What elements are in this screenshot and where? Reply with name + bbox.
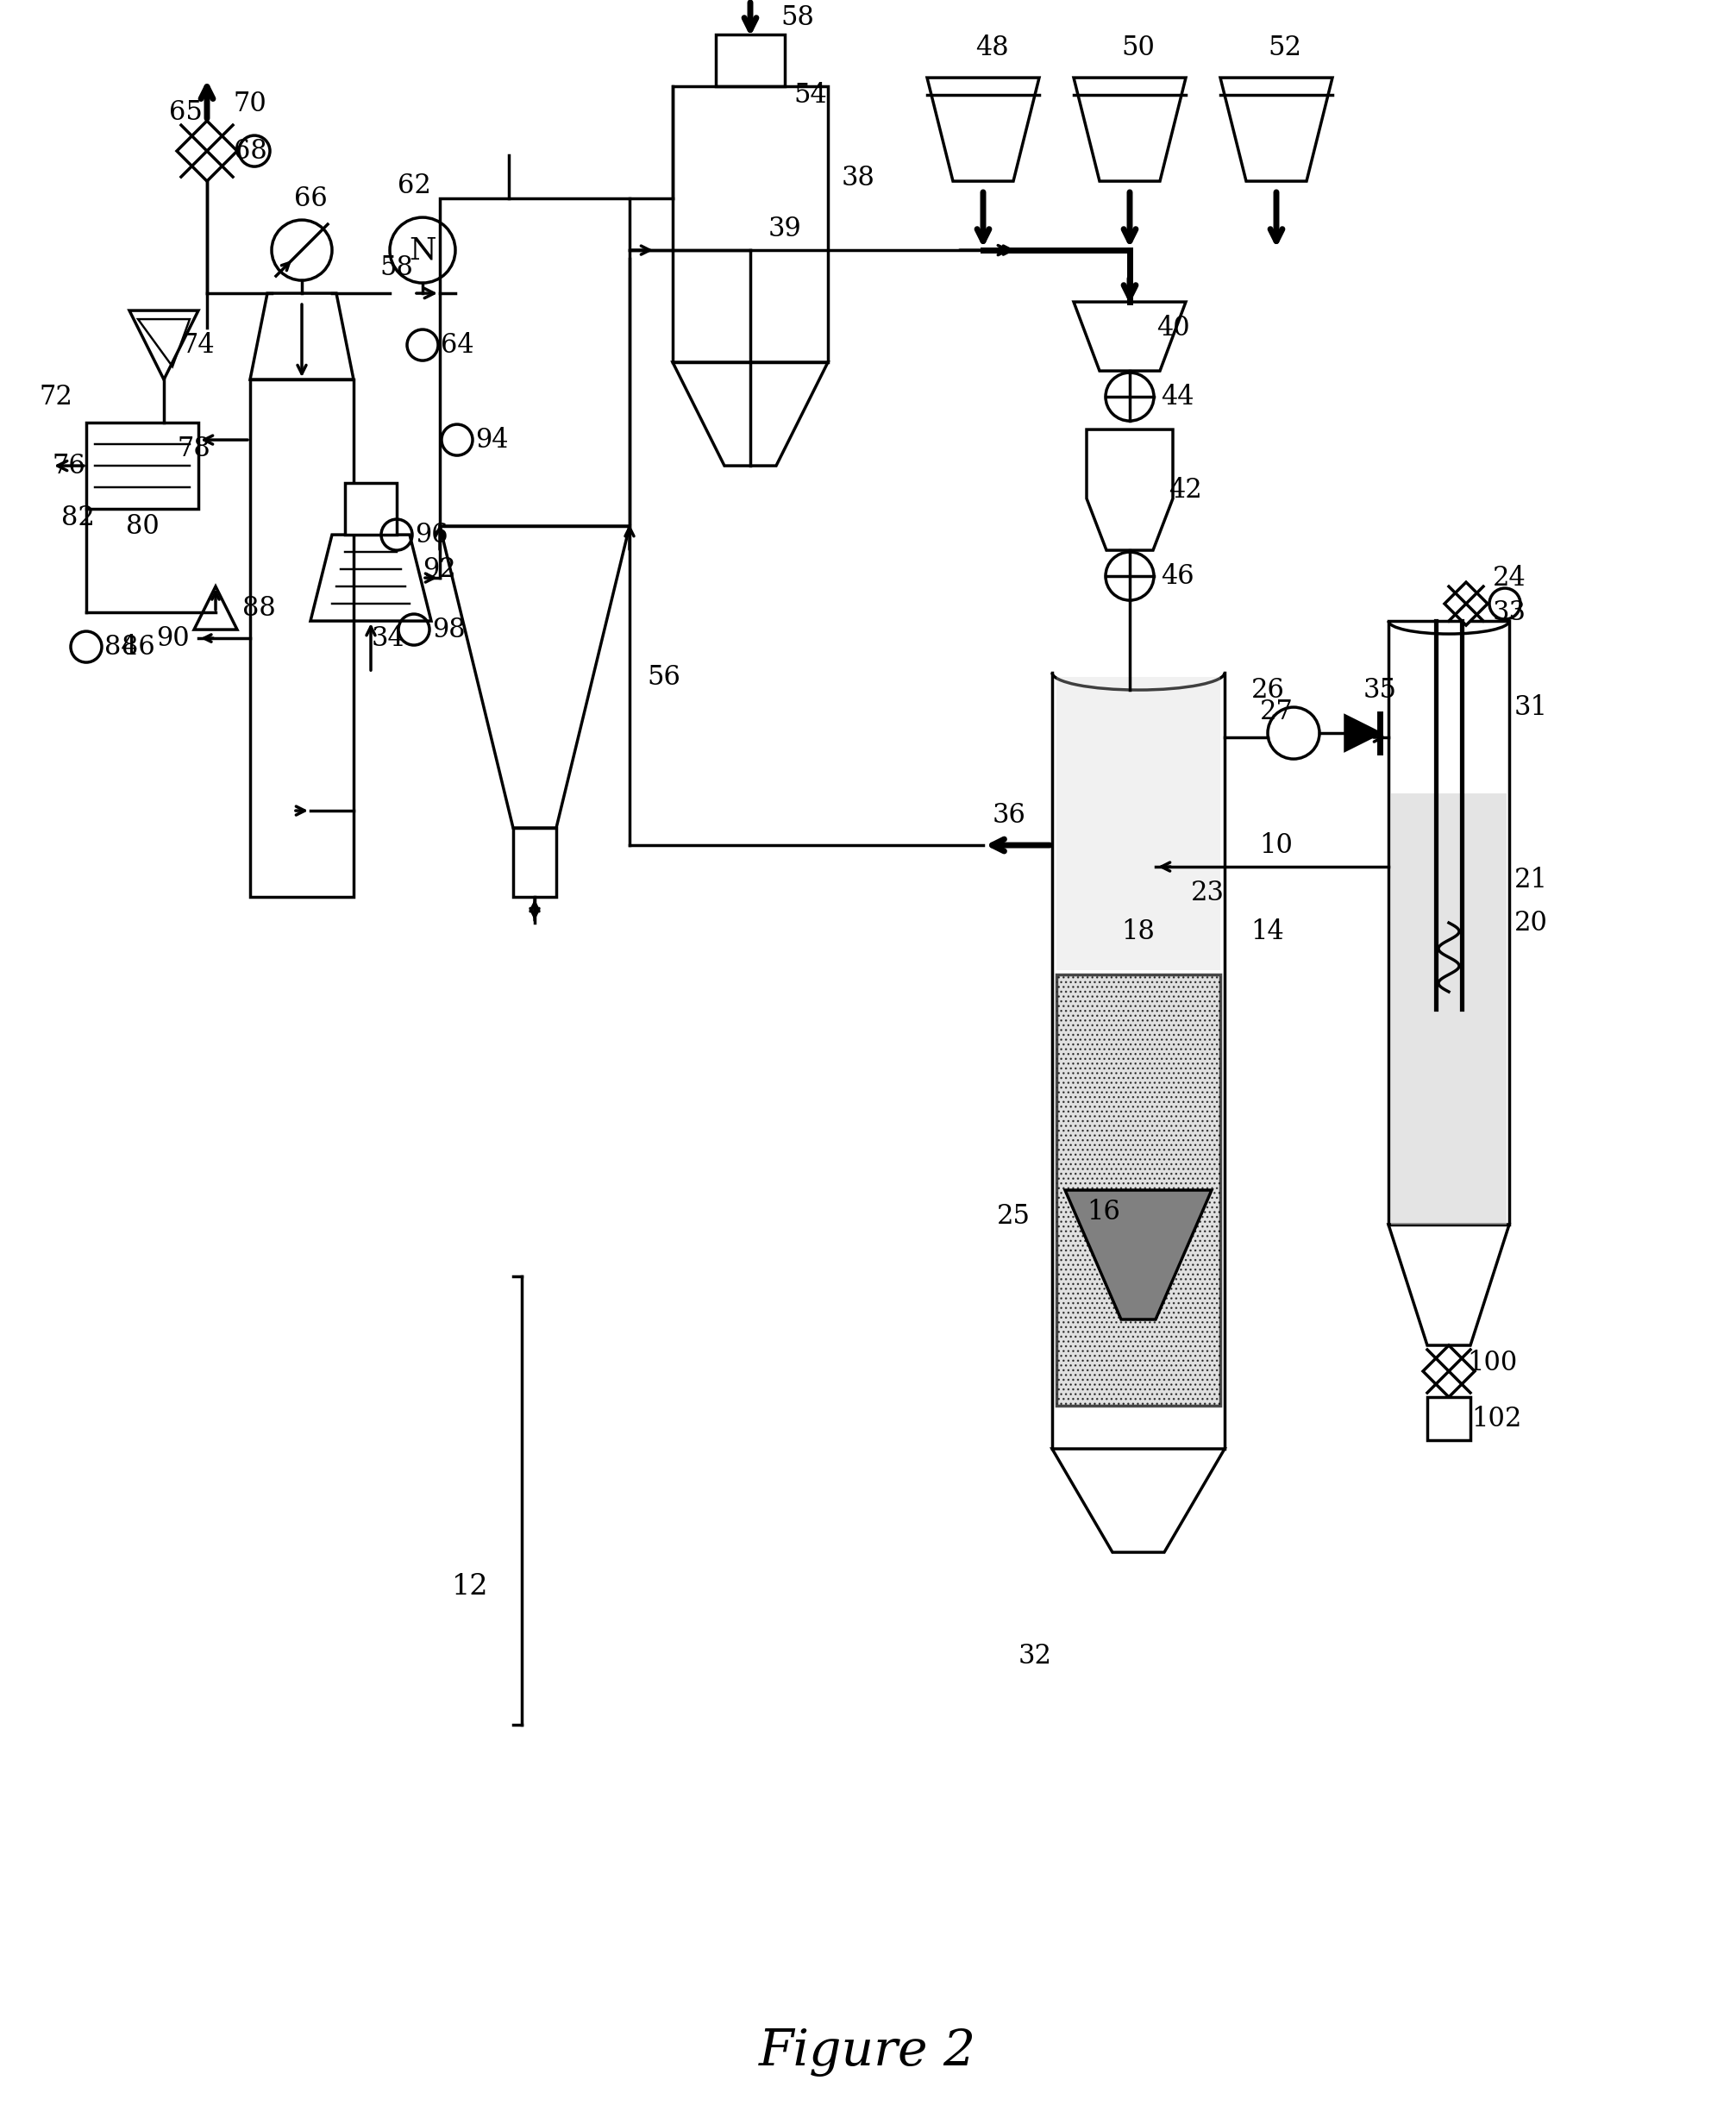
Polygon shape [1066, 1190, 1212, 1320]
Text: 16: 16 [1087, 1199, 1121, 1224]
Text: 38: 38 [842, 165, 875, 191]
Text: 34: 34 [372, 625, 404, 652]
Text: 25: 25 [996, 1203, 1029, 1228]
Text: 20: 20 [1514, 909, 1547, 936]
Text: 92: 92 [424, 555, 457, 582]
Text: 94: 94 [476, 426, 509, 453]
Bar [439, 199, 630, 525]
Polygon shape [177, 121, 238, 182]
Bar [1391, 794, 1507, 1224]
Text: 35: 35 [1363, 676, 1397, 703]
Bar [250, 379, 354, 896]
Text: 72: 72 [40, 383, 73, 411]
Bar [1427, 1398, 1470, 1440]
Text: 36: 36 [993, 801, 1026, 828]
Text: 32: 32 [1017, 1641, 1052, 1669]
Text: 18: 18 [1121, 917, 1154, 945]
Text: 62: 62 [398, 172, 431, 199]
Text: 66: 66 [293, 184, 326, 212]
Text: 88: 88 [241, 595, 276, 621]
Text: Figure 2: Figure 2 [759, 2029, 976, 2078]
Text: 74: 74 [182, 333, 215, 358]
Text: 102: 102 [1470, 1404, 1521, 1432]
Text: 26: 26 [1252, 676, 1285, 703]
Text: 70: 70 [233, 91, 267, 116]
Bar [87, 424, 198, 508]
Text: 86: 86 [122, 633, 155, 661]
Text: 40: 40 [1156, 313, 1189, 341]
Polygon shape [1424, 1345, 1474, 1398]
Bar [514, 828, 556, 896]
Bar [345, 483, 398, 534]
Text: 76: 76 [52, 453, 85, 479]
Text: 23: 23 [1191, 879, 1224, 907]
Bar [715, 34, 785, 87]
Text: 42: 42 [1168, 477, 1203, 504]
Text: 10: 10 [1260, 832, 1293, 858]
Text: 50: 50 [1121, 34, 1154, 61]
Text: 56: 56 [648, 663, 681, 690]
Text: 68: 68 [233, 138, 267, 165]
Text: 39: 39 [767, 216, 802, 241]
Text: 24: 24 [1493, 566, 1526, 591]
Text: 27: 27 [1260, 699, 1293, 724]
Text: 14: 14 [1252, 917, 1285, 945]
Text: 90: 90 [156, 625, 189, 652]
Text: 96: 96 [415, 521, 448, 549]
Text: 65: 65 [168, 100, 201, 125]
Text: 52: 52 [1269, 34, 1302, 61]
Bar [672, 87, 828, 362]
Text: 78: 78 [177, 434, 210, 462]
Bar [1057, 974, 1220, 1406]
Text: 44: 44 [1161, 383, 1194, 411]
Bar [1389, 621, 1509, 1224]
Bar [1057, 678, 1220, 970]
Polygon shape [1444, 582, 1488, 625]
Text: 84: 84 [104, 633, 137, 661]
Text: 48: 48 [976, 34, 1009, 61]
Text: 33: 33 [1493, 599, 1526, 625]
Text: 21: 21 [1514, 866, 1547, 894]
Text: 31: 31 [1514, 695, 1547, 720]
Text: 98: 98 [432, 616, 465, 644]
Text: 46: 46 [1160, 563, 1194, 589]
Text: 54: 54 [793, 83, 828, 108]
Text: 58: 58 [781, 4, 814, 30]
Text: N: N [410, 235, 436, 265]
Text: 58: 58 [380, 254, 413, 282]
Text: 80: 80 [125, 513, 160, 540]
Text: 64: 64 [441, 333, 474, 358]
Text: 82: 82 [61, 504, 94, 532]
Text: 100: 100 [1467, 1349, 1517, 1377]
Text: 12: 12 [451, 1574, 488, 1601]
Polygon shape [1345, 716, 1380, 750]
